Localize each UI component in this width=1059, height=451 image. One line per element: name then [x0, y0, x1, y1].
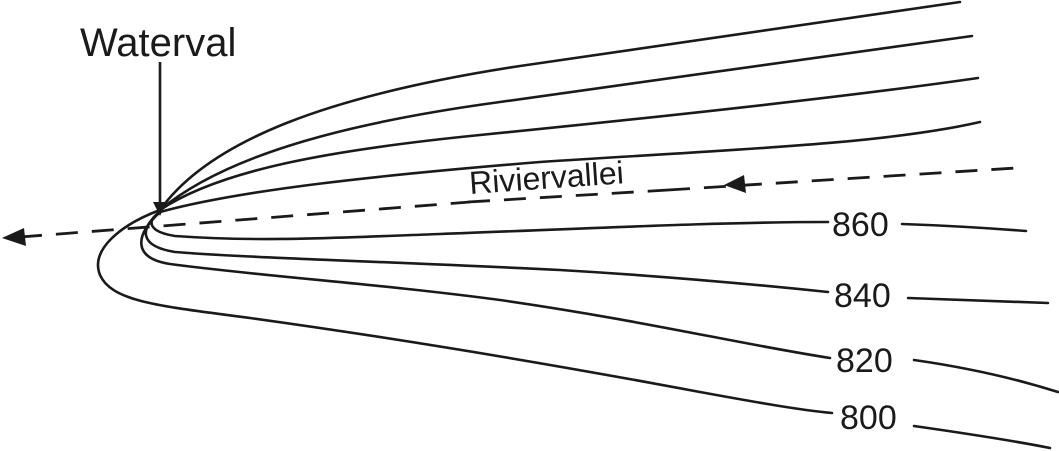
- contour-label-840: 840: [834, 277, 891, 315]
- river-flow-line-left: [19, 200, 471, 239]
- contour-line-upper-1: [158, 0, 962, 212]
- contour-label-800: 800: [840, 399, 897, 437]
- arrowhead-left-icon: [2, 228, 26, 246]
- river-flow-line-right: [667, 166, 1017, 192]
- waterfall-label: Waterval: [80, 21, 236, 65]
- contour-line-upper-3: [158, 76, 980, 212]
- contour-line-840: [144, 210, 1050, 305]
- contour-line-860: [150, 210, 1028, 241]
- contour-line-800: [96, 208, 1052, 450]
- contour-label-860: 860: [832, 206, 889, 244]
- waterfall-pointer-arrowhead-icon: [153, 202, 167, 216]
- contour-label-820: 820: [836, 342, 893, 380]
- arrowhead-right-icon: [724, 175, 746, 193]
- river-valley-label: Riviervallei: [468, 154, 625, 201]
- contour-line-upper-4: [158, 120, 982, 214]
- contour-line-upper-2: [158, 34, 974, 212]
- contour-line-820: [140, 210, 1059, 394]
